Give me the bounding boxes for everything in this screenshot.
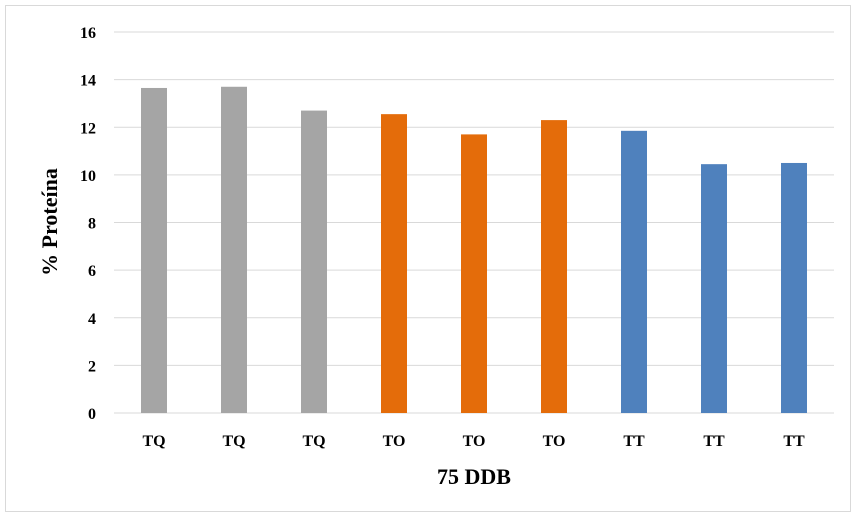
x-tick-label: TQ	[222, 433, 245, 450]
y-tick-label: 16	[80, 25, 96, 42]
x-tick-label: TQ	[302, 433, 325, 450]
y-tick-label: 0	[88, 406, 96, 423]
bar	[141, 87, 167, 413]
bar	[621, 130, 647, 413]
y-tick-label: 10	[80, 168, 96, 185]
x-tick-label: TO	[383, 433, 406, 450]
x-tick-label: TT	[783, 433, 805, 450]
bar	[701, 164, 727, 413]
x-tick-label: TT	[623, 433, 645, 450]
x-tick-label: TO	[543, 433, 566, 450]
y-tick-label: 8	[88, 216, 96, 233]
y-tick-label: 4	[88, 311, 96, 328]
y-axis-title: % Proteína	[37, 168, 62, 276]
x-tick-label: TQ	[142, 433, 165, 450]
x-tick-label: TO	[463, 433, 486, 450]
y-tick-label: 14	[80, 73, 96, 90]
y-tick-label: 2	[88, 358, 96, 375]
y-tick-label: 12	[80, 120, 96, 137]
x-tick-label: TT	[703, 433, 725, 450]
bar	[221, 86, 247, 414]
bar	[541, 120, 567, 413]
bar	[301, 110, 327, 414]
y-tick-label: 6	[88, 263, 96, 280]
bar	[461, 134, 487, 414]
bar	[381, 114, 407, 413]
y-tick-labels: 0 2 4 6 8 10 12 14 16	[80, 25, 96, 423]
x-axis-title: 75 DDB	[437, 464, 511, 489]
x-tick-labels: TQ TQ TQ TO TO TO TT TT TT	[142, 433, 805, 450]
bar	[781, 162, 807, 413]
bars	[141, 86, 807, 414]
